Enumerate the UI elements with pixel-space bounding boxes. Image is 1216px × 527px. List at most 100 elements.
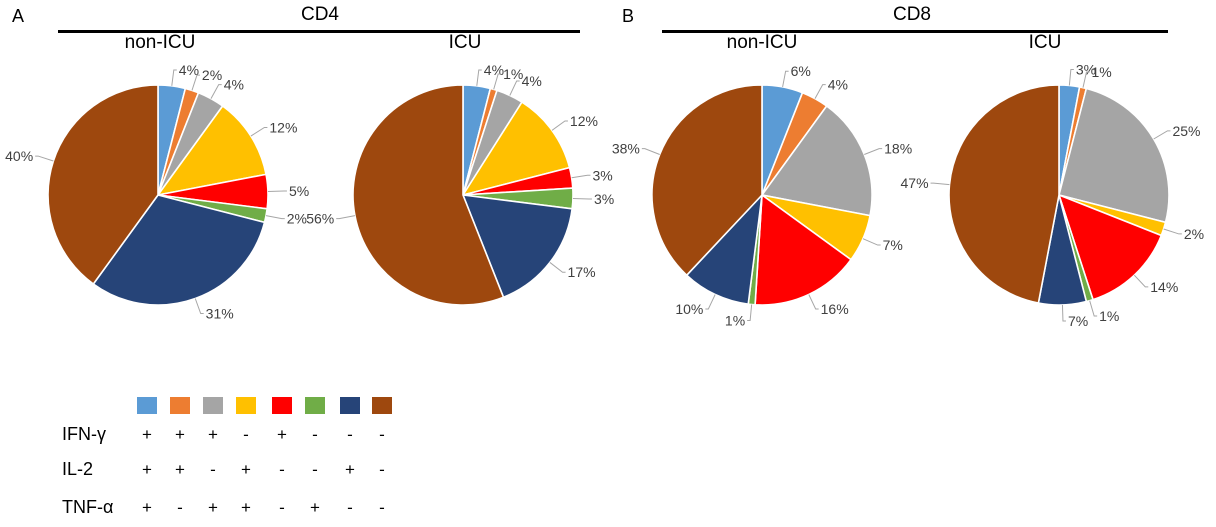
pie-leader-cd8-nonicu-2 (814, 84, 826, 99)
legend-swatch-2 (170, 397, 190, 414)
pie-label-cd8-icu-6: 1% (1099, 308, 1119, 324)
pie-title-cd4-icu: ICU (448, 32, 482, 53)
pie-label-cd8-icu-8: 47% (901, 175, 929, 191)
pie-slice-cd8-icu-8 (948, 84, 1060, 304)
legend-swatch-1 (137, 397, 157, 414)
pie-label-cd4-icu-8: 56% (306, 211, 334, 227)
pie-slice-cd4-nonicu-7 (92, 194, 266, 306)
pie-leader-cd4-icu-8 (336, 215, 356, 220)
pie-label-cd8-icu-3: 25% (1172, 123, 1200, 139)
pie-label-cd8-icu-2: 1% (1091, 64, 1111, 80)
legend-row-label-1: IFN-γ (62, 424, 106, 444)
pie-leader-cd4-nonicu-4 (250, 126, 268, 137)
pie-label-cd4-nonicu-6: 2% (287, 211, 307, 227)
pie-leader-cd8-icu-2 (1082, 71, 1090, 88)
pie-leader-cd8-icu-8 (930, 182, 950, 186)
pie-label-cd4-nonicu-8: 40% (5, 148, 33, 164)
panel-a-letter: A (12, 6, 25, 26)
legend-swatch-6 (305, 397, 325, 414)
legend-sign-r1-c2: + (175, 425, 185, 444)
pie-label-cd4-icu-4: 12% (570, 113, 598, 129)
legend-sign-r2-c5: - (279, 460, 285, 479)
pie-leader-cd4-icu-5 (571, 174, 591, 179)
pie-slice-cd4-icu-8 (352, 84, 505, 306)
legend-sign-r3-c6: + (310, 498, 320, 517)
pie-leader-cd8-nonicu-6 (747, 304, 753, 321)
legend-sign-r3-c4: + (241, 498, 251, 517)
pie-label-cd8-nonicu-2: 4% (828, 77, 848, 93)
legend-sign-r3-c8: - (379, 498, 385, 517)
legend-sign-r2-c3: - (210, 460, 216, 479)
legend-swatch-7 (340, 397, 360, 414)
pie-label-cd8-icu-5: 14% (1150, 279, 1178, 295)
pie-leader-cd4-nonicu-3 (210, 84, 222, 99)
pie-leader-cd4-nonicu-2 (191, 74, 200, 91)
legend-sign-r1-c6: - (312, 425, 318, 444)
pie-label-cd4-icu-7: 17% (568, 264, 596, 280)
pie-label-cd8-nonicu-3: 18% (884, 141, 912, 157)
legend-sign-r2-c4: + (241, 460, 251, 479)
pie-label-cd8-nonicu-5: 16% (821, 301, 849, 317)
pie-leader-cd8-icu-7 (1061, 304, 1066, 322)
legend-sign-r2-c6: - (312, 460, 318, 479)
pie-label-cd8-icu-4: 2% (1184, 226, 1204, 242)
legend-sign-r2-c1: + (142, 460, 152, 479)
pie-leader-cd4-nonicu-6 (265, 215, 285, 220)
pie-leader-cd4-nonicu-5 (267, 190, 287, 193)
pie-leader-cd4-nonicu-7 (194, 298, 204, 315)
legend-sign-r2-c8: - (379, 460, 385, 479)
legend-swatch-5 (272, 397, 292, 414)
legend-swatch-3 (203, 397, 223, 414)
pie-leader-cd8-icu-1 (1068, 69, 1074, 86)
pie-label-cd8-icu-7: 7% (1068, 313, 1088, 329)
legend-sign-r3-c3: + (208, 498, 218, 517)
panel-a-rule (58, 30, 580, 33)
pie-slice-cd8-icu-3 (1058, 87, 1170, 224)
pie-leader-cd8-icu-4 (1163, 228, 1182, 235)
panel-b-letter: B (622, 6, 635, 26)
legend-row-label-2: IL-2 (62, 459, 94, 479)
pie-leader-cd8-nonicu-4 (862, 238, 881, 246)
legend-sign-r1-c8: - (379, 425, 385, 444)
legend-sign-r1-c4: - (243, 425, 249, 444)
pie-label-cd4-nonicu-5: 5% (289, 183, 309, 199)
legend-swatch-4 (236, 397, 256, 414)
pie-leader-cd4-icu-1 (476, 69, 482, 86)
pie-leader-cd8-nonicu-7 (705, 294, 716, 310)
pie-label-cd8-nonicu-6: 1% (725, 312, 745, 328)
legend-sign-r1-c7: - (347, 425, 353, 444)
pie-label-cd4-icu-6: 3% (594, 191, 614, 207)
pie-leader-cd4-icu-2 (493, 73, 502, 90)
legend-sign-r1-c3: + (208, 425, 218, 444)
pie-leader-cd4-icu-7 (549, 262, 566, 273)
pie-leader-cd8-icu-5 (1133, 274, 1149, 288)
pie-leader-cd4-icu-4 (551, 120, 568, 131)
legend-sign-r1-c1: + (142, 425, 152, 444)
pie-title-cd8-icu: ICU (1028, 32, 1062, 53)
legend-sign-r2-c7: + (345, 460, 355, 479)
pie-label-cd4-nonicu-1: 4% (179, 62, 199, 78)
pie-title-cd4-nonicu: non-ICU (124, 32, 196, 53)
pie-leader-cd8-icu-6 (1089, 300, 1098, 317)
pie-leader-cd8-icu-3 (1153, 130, 1171, 140)
legend-sign-r3-c1: + (142, 498, 152, 517)
pie-label-cd4-nonicu-7: 31% (206, 306, 234, 322)
pie-label-cd8-nonicu-8: 38% (612, 141, 640, 157)
pie-leader-cd8-nonicu-5 (808, 294, 819, 310)
pie-label-cd4-icu-5: 3% (592, 167, 612, 183)
pie-leader-cd4-icu-3 (509, 80, 520, 96)
pie-label-cd8-icu-1: 3% (1076, 62, 1096, 78)
pie-slice-cd8-nonicu-8 (651, 84, 763, 277)
pie-label-cd4-nonicu-4: 12% (269, 119, 297, 135)
pie-leader-cd4-nonicu-8 (35, 155, 54, 162)
pie-label-cd4-nonicu-3: 4% (224, 77, 244, 93)
pie-slice-cd8-nonicu-5 (754, 193, 853, 306)
pie-label-cd4-icu-2: 1% (503, 66, 523, 82)
legend-sign-r1-c5: + (277, 425, 287, 444)
legend-row-label-3: TNF-α (62, 497, 114, 517)
pie-title-cd8-nonicu: non-ICU (726, 32, 798, 53)
pie-leader-cd8-nonicu-1 (782, 70, 789, 88)
panel-b-title: CD8 (892, 4, 931, 25)
legend-swatch-8 (372, 397, 392, 414)
